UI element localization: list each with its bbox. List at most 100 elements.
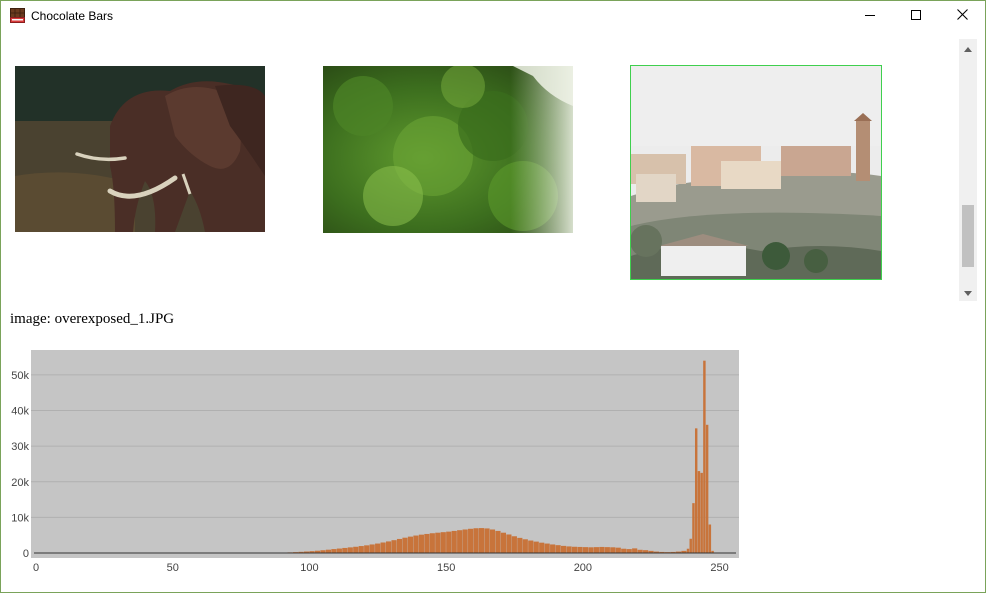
histogram-bar: [561, 545, 567, 553]
histogram-bar: [626, 549, 632, 553]
histogram-bar: [566, 546, 572, 553]
grid-lines: [31, 374, 739, 518]
y-tick-label: 20k: [11, 477, 29, 489]
y-tick-label: 30k: [11, 441, 29, 453]
histogram-bar: [391, 540, 397, 553]
histogram-bar: [692, 503, 695, 553]
y-tick-label: 10k: [11, 512, 29, 524]
minimize-icon: [865, 7, 875, 25]
histogram-bar: [528, 540, 534, 553]
histogram-bar: [353, 546, 359, 553]
histogram-bar: [484, 528, 490, 553]
histogram-bar: [571, 546, 578, 553]
maximize-button[interactable]: [893, 1, 939, 31]
y-axis: 0 10k 20k 30k 40k 50k: [11, 370, 29, 560]
histogram-bar: [358, 546, 364, 553]
histogram-bar: [703, 360, 706, 553]
histogram-bar: [495, 530, 501, 553]
histogram-bar: [364, 545, 370, 553]
scrollbar-thumb[interactable]: [962, 205, 974, 267]
histogram-bar: [446, 531, 452, 553]
histogram-bar: [418, 534, 424, 553]
histogram-bars: [34, 360, 736, 554]
histogram-bar: [298, 551, 304, 553]
y-tick-label: 40k: [11, 406, 29, 418]
histogram-bar: [500, 532, 507, 553]
histogram-bar: [517, 537, 523, 553]
y-tick-label: 50k: [11, 370, 29, 382]
histogram-bar: [686, 548, 690, 553]
histogram-bar: [402, 537, 408, 553]
histogram-bar: [708, 524, 712, 553]
x-tick-label: 200: [574, 562, 592, 574]
histogram-bar: [582, 547, 589, 553]
window-title: Chocolate Bars: [31, 9, 114, 23]
histogram-bar: [681, 550, 687, 553]
histogram-bar: [615, 547, 621, 553]
histogram-bar: [539, 542, 545, 553]
histogram-bar: [675, 551, 682, 553]
histogram-bar: [380, 542, 386, 553]
scroll-down-button[interactable]: [959, 283, 977, 301]
histogram-bar: [659, 551, 665, 553]
histogram-bar: [435, 532, 441, 553]
elephant-thumbnail[interactable]: [15, 66, 265, 232]
histogram-bar: [396, 538, 403, 553]
histogram-bar: [369, 544, 375, 553]
histogram-bar: [637, 549, 643, 553]
histogram-bar: [610, 547, 616, 553]
histogram-bar: [429, 533, 435, 553]
x-tick-label: 100: [300, 562, 318, 574]
histogram-bar: [593, 547, 599, 553]
histogram-bar: [478, 528, 485, 553]
histogram-bar: [457, 530, 463, 553]
histogram-bar: [544, 543, 550, 553]
histogram-bar: [451, 530, 457, 553]
title-bar[interactable]: Chocolate Bars: [1, 1, 985, 31]
maximize-icon: [911, 7, 921, 25]
close-button[interactable]: [939, 1, 985, 31]
histogram-bar: [511, 536, 517, 553]
chocolate-bar-icon: [10, 8, 25, 23]
close-icon: [956, 7, 968, 25]
histogram-bar: [506, 534, 512, 553]
arrow-up-icon: [964, 39, 972, 57]
scroll-up-button[interactable]: [959, 39, 977, 57]
x-tick-label: 50: [167, 562, 179, 574]
histogram-bar: [303, 551, 310, 553]
x-tick-label: 0: [33, 562, 39, 574]
histogram-bar: [711, 550, 714, 553]
histogram-bar: [407, 536, 414, 553]
histogram-bar: [325, 549, 332, 553]
histogram-bar: [347, 547, 353, 553]
histogram-bar: [331, 549, 337, 553]
histogram-bar: [462, 529, 468, 553]
hillside-village-thumbnail[interactable]: [630, 65, 882, 280]
histogram-bar: [522, 539, 528, 553]
histogram-bar: [440, 532, 446, 553]
green-foliage-thumbnail[interactable]: [323, 66, 573, 233]
histogram-bar: [705, 424, 709, 553]
histogram-bar: [386, 541, 392, 553]
histogram-bar: [604, 547, 610, 553]
histogram-bar: [632, 548, 638, 553]
minimize-button[interactable]: [847, 1, 893, 31]
histogram-bar: [342, 547, 348, 553]
histogram-bar: [697, 471, 701, 553]
histogram-bar: [599, 546, 605, 553]
histogram-bar: [694, 428, 698, 553]
plot-background: [31, 350, 739, 558]
histogram-bar: [700, 472, 703, 553]
histogram-bar: [648, 550, 654, 553]
histogram-bar: [689, 538, 692, 553]
y-tick-label: 0: [23, 548, 29, 560]
histogram-bar: [473, 528, 479, 553]
histogram-bar: [413, 535, 419, 553]
gallery-scrollbar[interactable]: [959, 39, 977, 301]
histogram-bar: [670, 551, 676, 553]
histogram-bar: [621, 548, 627, 553]
x-tick-label: 150: [437, 562, 455, 574]
histogram-bar: [588, 547, 594, 553]
histogram-chart: 0 10k 20k 30k 40k 50k 0 50 100 150 200 250: [11, 350, 739, 574]
